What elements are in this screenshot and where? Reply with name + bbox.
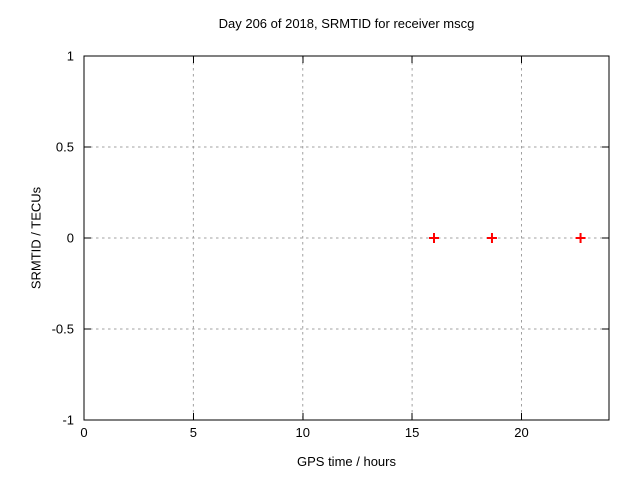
y-tick-label: -0.5 [52, 322, 74, 337]
x-tick-label: 10 [296, 425, 310, 440]
y-tick-label: 1 [67, 49, 74, 64]
x-tick-label: 15 [405, 425, 419, 440]
x-tick-label: 5 [190, 425, 197, 440]
x-tick-label: 0 [80, 425, 87, 440]
x-axis-title: GPS time / hours [297, 454, 396, 469]
y-tick-label: 0 [67, 231, 74, 246]
data-point-marker [575, 233, 586, 243]
x-tick-label: 20 [514, 425, 528, 440]
chart-title: Day 206 of 2018, SRMTID for receiver msc… [218, 16, 475, 31]
y-axis-title: SRMTID / TECUs [28, 186, 44, 290]
y-tick-label: 0.5 [56, 140, 74, 155]
data-point-marker [486, 233, 497, 243]
data-point-marker [429, 233, 439, 243]
y-tick-label: -1 [62, 413, 74, 428]
